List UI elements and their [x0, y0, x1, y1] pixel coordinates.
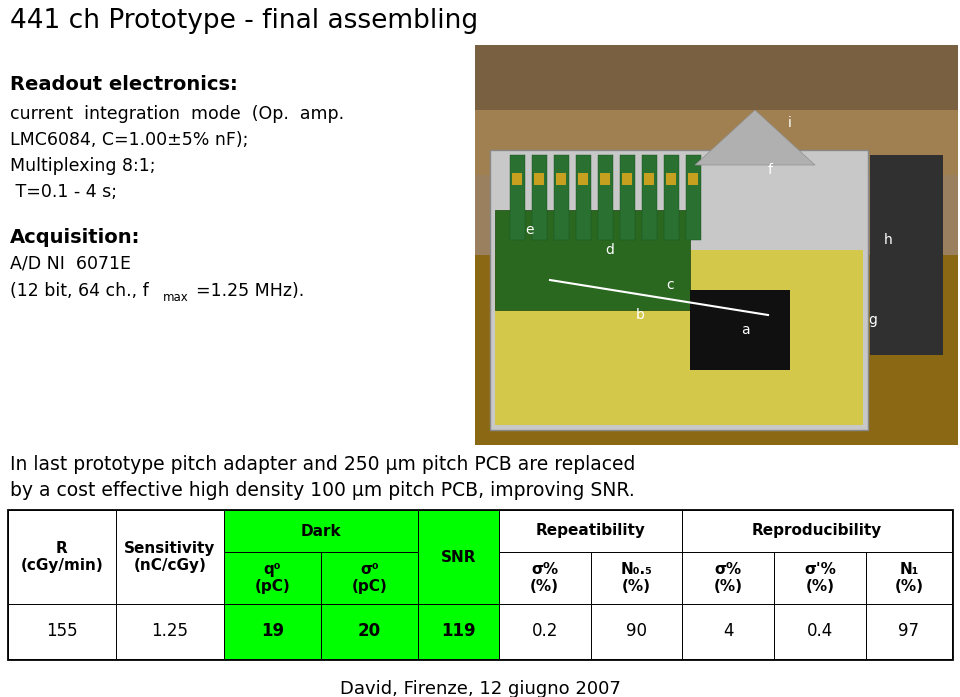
Text: 1.25: 1.25	[152, 622, 188, 641]
Text: Readout electronics:: Readout electronics:	[10, 75, 238, 94]
Text: N₀.₅
(%): N₀.₅ (%)	[620, 562, 653, 595]
Polygon shape	[695, 110, 815, 165]
Text: a: a	[741, 323, 750, 337]
Bar	[600, 173, 610, 185]
Text: f: f	[767, 163, 773, 177]
Bar	[774, 552, 866, 604]
Bar	[510, 155, 525, 240]
Text: σ%
(%): σ% (%)	[530, 562, 560, 595]
Text: 155: 155	[46, 622, 78, 641]
Bar	[499, 510, 683, 552]
Bar	[866, 604, 952, 659]
Text: David, Firenze, 12 giugno 2007: David, Firenze, 12 giugno 2007	[340, 680, 620, 697]
Text: e: e	[526, 223, 535, 237]
Bar	[683, 552, 774, 604]
Text: max: max	[163, 291, 189, 304]
Bar	[532, 155, 547, 240]
Bar	[578, 173, 588, 185]
Text: g: g	[869, 313, 877, 327]
Text: LMC6084, C=1.00±5% nF);: LMC6084, C=1.00±5% nF);	[10, 131, 249, 149]
Bar	[866, 552, 952, 604]
Text: In last prototype pitch adapter and 250 µm pitch PCB are replaced
by a cost effe: In last prototype pitch adapter and 250 …	[10, 455, 636, 500]
Bar	[620, 155, 635, 240]
Text: 19: 19	[261, 622, 284, 641]
Bar	[576, 155, 591, 240]
Text: i: i	[788, 116, 792, 130]
Text: (12 bit, 64 ch., f: (12 bit, 64 ch., f	[10, 282, 149, 300]
Bar	[116, 510, 224, 604]
Bar	[686, 155, 701, 240]
Bar	[475, 110, 958, 255]
Bar	[321, 552, 418, 604]
Bar	[534, 173, 544, 185]
Text: SNR: SNR	[441, 549, 476, 565]
Bar	[224, 552, 321, 604]
Bar	[666, 173, 676, 185]
Text: c: c	[666, 278, 674, 292]
Bar	[224, 604, 321, 659]
Text: R
(cGy/min): R (cGy/min)	[20, 541, 104, 573]
Bar	[590, 604, 683, 659]
Text: current  integration  mode  (Op.  amp.: current integration mode (Op. amp.	[10, 105, 344, 123]
Bar	[490, 150, 868, 430]
Text: 0.4: 0.4	[806, 622, 833, 641]
Text: q⁰
(pC): q⁰ (pC)	[254, 562, 290, 595]
Text: σ%
(%): σ% (%)	[713, 562, 743, 595]
Text: =1.25 MHz).: =1.25 MHz).	[196, 282, 304, 300]
Bar	[418, 510, 499, 604]
Bar	[8, 604, 116, 659]
Bar	[512, 173, 522, 185]
Bar	[321, 604, 418, 659]
Bar	[554, 155, 569, 240]
Text: b: b	[636, 308, 644, 322]
Bar	[598, 155, 613, 240]
Text: σ'%
(%): σ'% (%)	[804, 562, 836, 595]
Bar	[690, 290, 790, 370]
Bar	[870, 155, 943, 355]
Bar	[688, 173, 698, 185]
Text: d: d	[606, 243, 614, 257]
Text: T=0.1 - 4 s;: T=0.1 - 4 s;	[10, 183, 117, 201]
Bar	[774, 604, 866, 659]
Text: 97: 97	[899, 622, 920, 641]
Bar	[475, 55, 958, 445]
Text: σ⁰
(pC): σ⁰ (pC)	[351, 562, 387, 595]
Text: Reproducibility: Reproducibility	[752, 523, 882, 539]
Bar	[495, 250, 863, 425]
Bar	[475, 45, 958, 110]
Text: 90: 90	[626, 622, 647, 641]
Text: 441 ch Prototype - final assembling: 441 ch Prototype - final assembling	[10, 8, 478, 34]
Bar	[499, 604, 590, 659]
Bar	[116, 604, 224, 659]
Text: Repeatibility: Repeatibility	[536, 523, 645, 539]
Text: Dark: Dark	[300, 523, 341, 539]
Bar	[8, 510, 116, 604]
Bar	[475, 95, 958, 175]
Text: 0.2: 0.2	[532, 622, 558, 641]
Text: Multiplexing 8:1;: Multiplexing 8:1;	[10, 157, 156, 175]
Text: Acquisition:: Acquisition:	[10, 228, 140, 247]
Bar	[590, 552, 683, 604]
Text: A/D NI  6071E: A/D NI 6071E	[10, 255, 131, 273]
Bar	[683, 604, 774, 659]
Text: N₁
(%): N₁ (%)	[895, 562, 924, 595]
Text: h: h	[883, 233, 893, 247]
Bar	[622, 173, 632, 185]
Text: Sensitivity
(nC/cGy): Sensitivity (nC/cGy)	[124, 541, 215, 573]
Text: 20: 20	[358, 622, 381, 641]
Text: 119: 119	[441, 622, 476, 641]
Bar	[418, 604, 499, 659]
Bar	[664, 155, 679, 240]
Bar	[642, 155, 657, 240]
Bar	[8, 510, 952, 659]
Bar	[224, 510, 418, 552]
Text: 4: 4	[723, 622, 733, 641]
Bar	[495, 210, 690, 310]
Bar	[499, 552, 590, 604]
Bar	[683, 510, 952, 552]
Bar	[644, 173, 654, 185]
Bar	[556, 173, 566, 185]
